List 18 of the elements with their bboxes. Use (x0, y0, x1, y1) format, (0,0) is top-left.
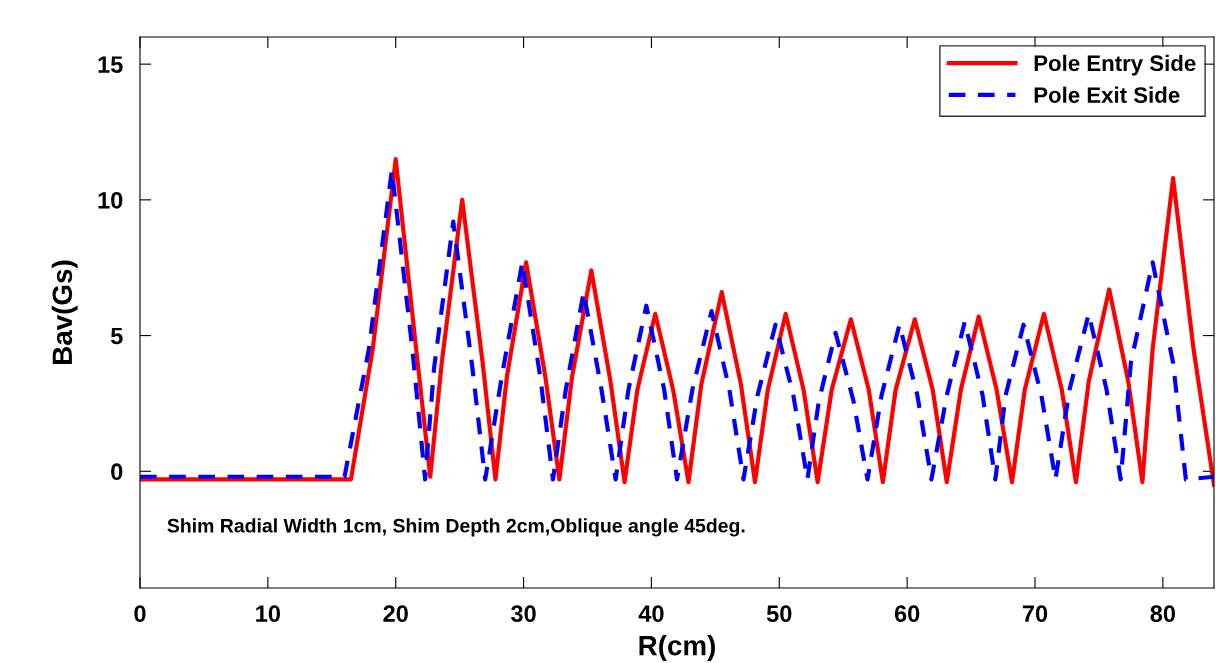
x-tick-label: 80 (1150, 605, 1176, 623)
y-tick-label: 15 (98, 56, 123, 73)
y-tick-label: 0 (111, 463, 123, 481)
y-tick-label: 5 (110, 327, 123, 345)
x-axis-title: R(cm) (639, 635, 715, 661)
legend-label: Pole Entry Side (1034, 54, 1196, 76)
x-tick-label: 50 (766, 605, 792, 623)
y-axis-title: Bav(Gs) (51, 260, 78, 364)
legend-label: Pole Exit Side (1034, 86, 1180, 103)
x-tick-label: 0 (134, 605, 146, 623)
x-tick-label: 60 (894, 605, 920, 623)
y-tick-label: 10 (98, 191, 123, 209)
x-tick-label: 10 (256, 605, 281, 623)
x-tick-label: 30 (510, 605, 536, 623)
x-tick-label: 40 (638, 605, 664, 623)
annotation: Shim Radial Width 1cm, Shim Depth 2cm,Oblique angle 45deg. (167, 518, 745, 537)
x-tick-label: 20 (383, 605, 408, 623)
x-tick-label: 70 (1022, 605, 1048, 623)
